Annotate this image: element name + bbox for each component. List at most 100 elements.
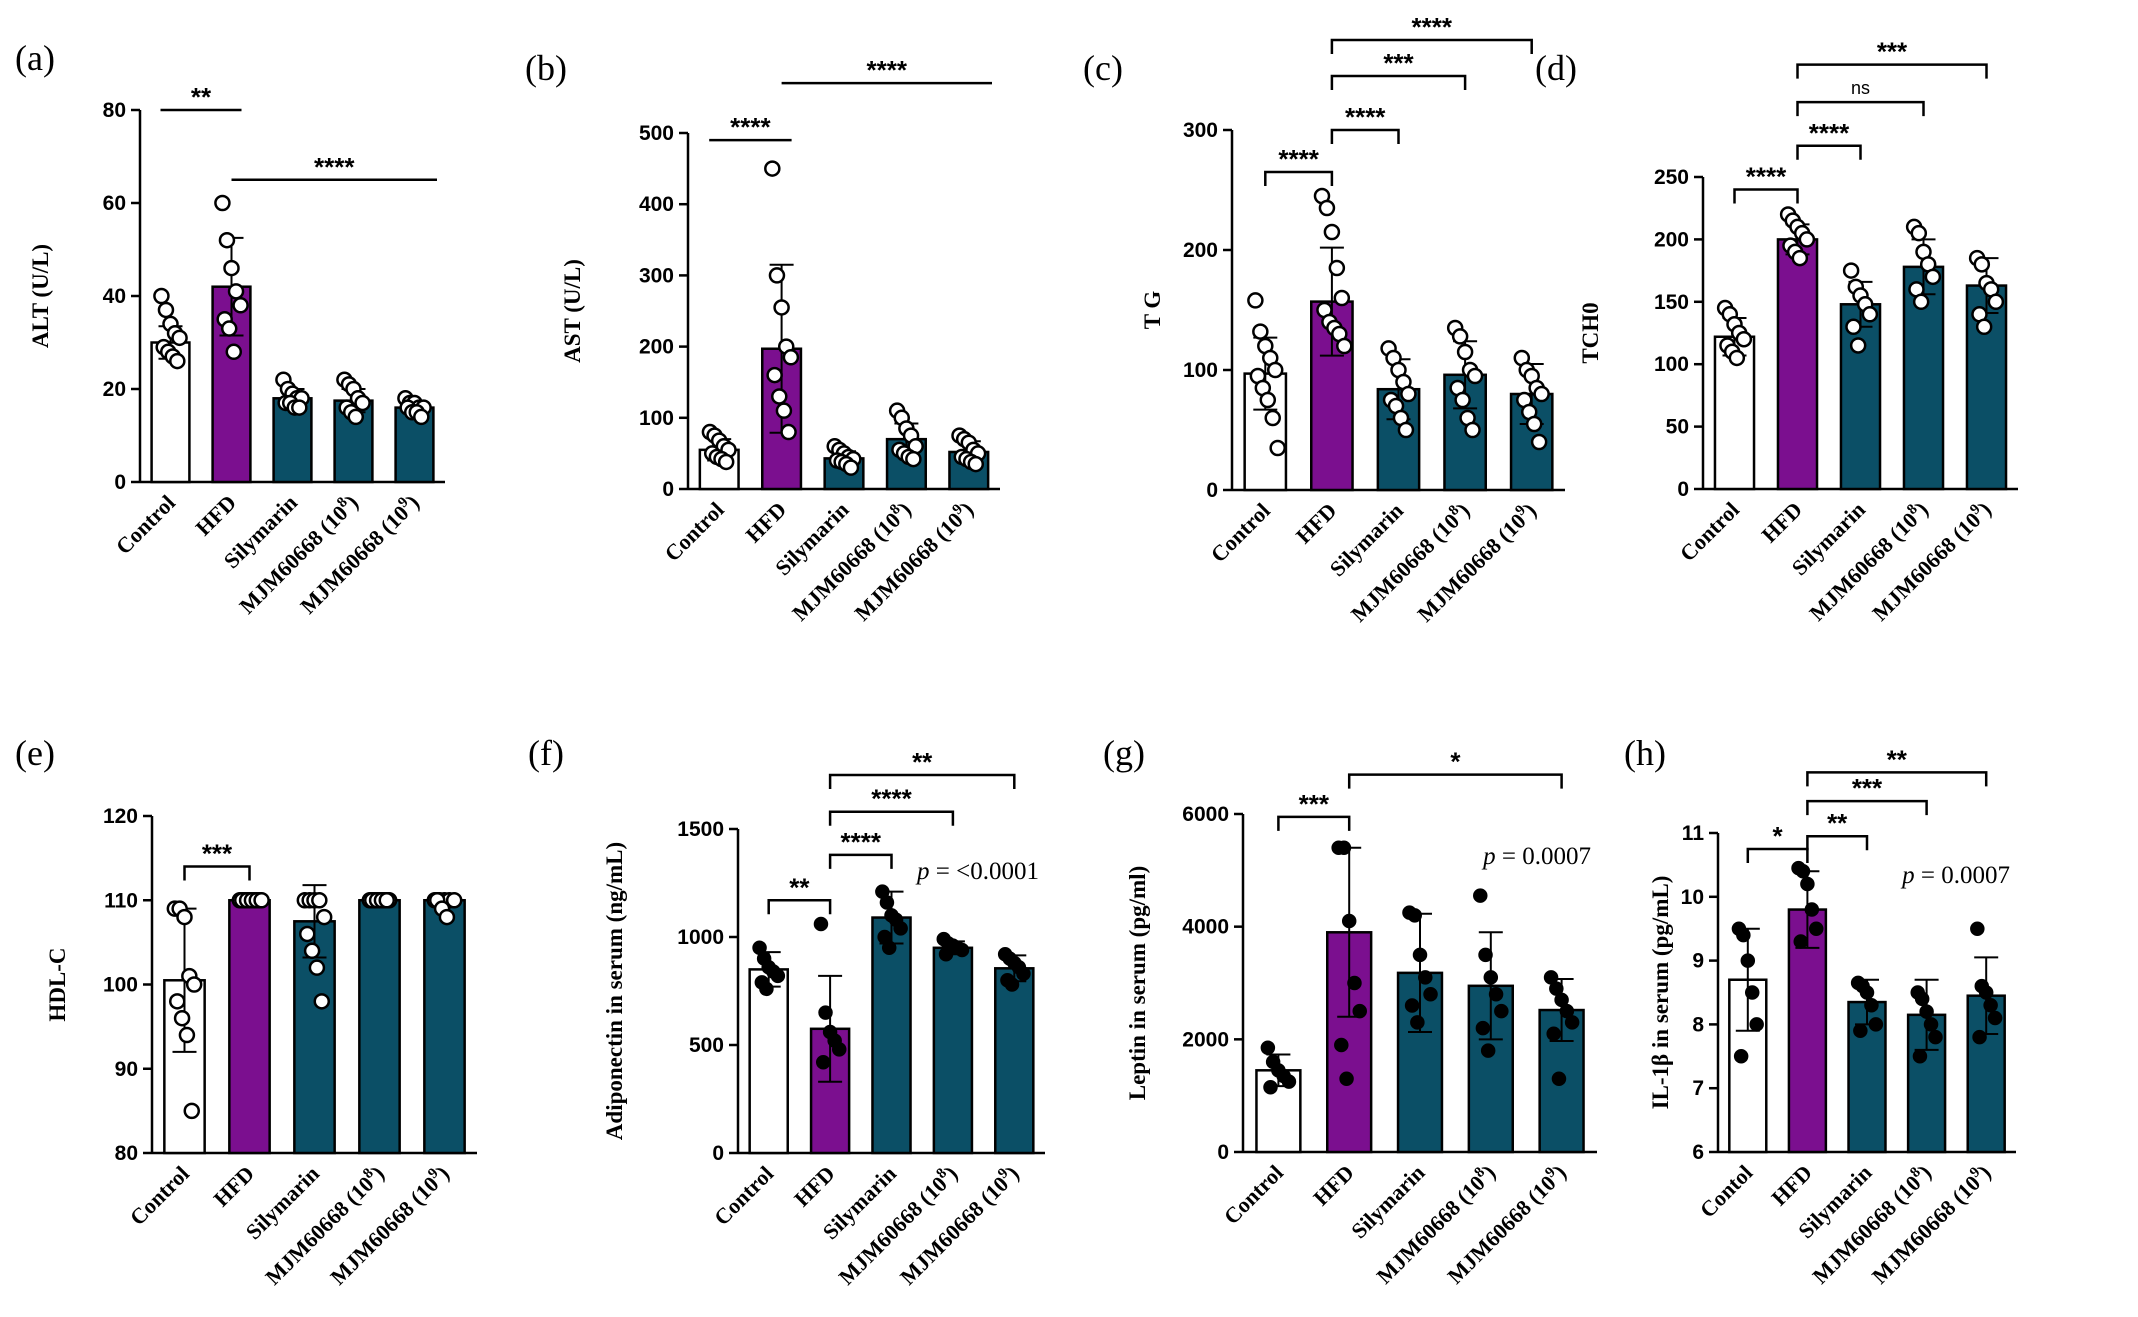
- y-tick-label: 80: [115, 1142, 138, 1165]
- data-point: [842, 459, 860, 476]
- data-point: [1564, 1015, 1580, 1030]
- significance-bracket: [1806, 834, 1869, 851]
- data-point: [1910, 224, 1928, 242]
- panel-label: (a): [15, 38, 55, 78]
- data-point: [1923, 1017, 1939, 1032]
- significance-label: ***: [1299, 789, 1330, 819]
- data-point: [1412, 947, 1428, 963]
- data-point: [173, 1009, 191, 1027]
- data-point: [782, 349, 800, 366]
- y-tick-label: 10: [1681, 886, 1704, 909]
- data-point: [1791, 249, 1809, 267]
- data-point: [780, 423, 797, 441]
- data-point: [225, 343, 243, 361]
- category-label: HFD: [191, 490, 242, 541]
- category-label: HFD: [789, 1161, 840, 1212]
- data-point: [1804, 902, 1820, 917]
- y-axis-label: ALT (U/L): [28, 244, 53, 348]
- data-point: [893, 921, 908, 936]
- significance-label: ns: [1851, 78, 1870, 98]
- category-label: Control: [111, 490, 180, 559]
- y-tick-label: 0: [662, 478, 674, 501]
- y-tick-label: 200: [1654, 228, 1689, 251]
- data-point: [1559, 1003, 1575, 1019]
- bar-4: [932, 946, 974, 1155]
- significance-bracket: [1330, 74, 1467, 90]
- data-point: [1352, 1003, 1367, 1019]
- y-tick-label: 110: [104, 889, 138, 912]
- data-point: [1912, 1049, 1928, 1064]
- data-point: [1264, 409, 1281, 427]
- significance-bracket: [1796, 63, 1988, 79]
- category-label: MJM60668 (109): [325, 1160, 455, 1290]
- y-tick-label: 100: [639, 407, 674, 430]
- category-label: HFD: [1766, 1160, 1817, 1211]
- data-point: [303, 942, 321, 960]
- y-tick-label: 60: [103, 192, 126, 215]
- data-point: [157, 301, 175, 319]
- data-point: [1480, 1043, 1496, 1058]
- data-point: [967, 455, 985, 473]
- data-point: [905, 450, 922, 468]
- data-point: [218, 231, 236, 249]
- data-point: [1334, 1037, 1349, 1053]
- data-point: [298, 925, 316, 943]
- data-point: [1339, 1071, 1354, 1087]
- category-label: HFD: [1291, 498, 1342, 549]
- data-point: [815, 1055, 831, 1070]
- bar-5: [423, 899, 466, 1155]
- y-tick-label: 0: [1217, 1141, 1229, 1164]
- significance-bracket: [1733, 188, 1799, 204]
- data-point: [1912, 293, 1930, 311]
- data-point: [311, 892, 328, 909]
- data-point: [1975, 318, 1993, 336]
- data-point: [818, 1005, 833, 1020]
- data-point: [1318, 199, 1336, 217]
- y-tick-label: 80: [103, 99, 126, 122]
- data-point: [1466, 367, 1484, 385]
- y-axis-label: T G: [1140, 291, 1165, 330]
- panel-label: (e): [15, 733, 55, 773]
- y-tick-label: 500: [639, 122, 674, 145]
- data-point: [171, 329, 188, 347]
- category-label: Control: [1219, 1160, 1288, 1229]
- y-tick-label: 50: [1666, 416, 1689, 439]
- panel-g: (g) Leptin in serum (pg/ml) 0 2000 4000 6000 C…: [1103, 733, 1597, 1289]
- significance-label: ****: [1345, 102, 1386, 132]
- significance-bracket: [1806, 799, 1928, 816]
- data-point: [1533, 385, 1550, 403]
- data-point: [1914, 991, 1930, 1007]
- data-point: [1736, 927, 1751, 943]
- panel-label: (f): [528, 733, 564, 773]
- y-tick-label: 0: [712, 1142, 724, 1165]
- data-point: [1269, 439, 1286, 457]
- data-point: [227, 283, 245, 300]
- category-label: Control: [125, 1161, 194, 1230]
- panel-label: (g): [1103, 733, 1145, 773]
- y-tick-label: 300: [1183, 119, 1218, 142]
- category-label: Control: [1206, 498, 1275, 567]
- y-tick-label: 200: [1183, 239, 1218, 262]
- category-label: Contol: [1695, 1160, 1758, 1223]
- data-point: [1247, 292, 1264, 309]
- significance-label: *: [1773, 821, 1784, 851]
- data-point: [232, 297, 249, 314]
- data-point: [315, 908, 333, 926]
- data-point: [1464, 421, 1481, 439]
- y-tick-label: 0: [1206, 479, 1218, 502]
- y-tick-label: 0: [114, 471, 126, 494]
- data-point: [308, 959, 326, 976]
- panel-label: (b): [525, 48, 567, 88]
- data-point: [1987, 1010, 2003, 1026]
- category-label: HFD: [741, 497, 792, 548]
- data-point: [445, 892, 463, 909]
- data-point: [1924, 268, 1942, 286]
- significance-bracket: [1796, 100, 1925, 117]
- data-point: [1849, 337, 1867, 354]
- data-point: [1494, 1003, 1509, 1019]
- y-axis-label: AST (U/L): [560, 259, 585, 363]
- data-point: [1400, 385, 1417, 403]
- y-tick-label: 4000: [1182, 916, 1229, 939]
- data-point: [1919, 1004, 1934, 1019]
